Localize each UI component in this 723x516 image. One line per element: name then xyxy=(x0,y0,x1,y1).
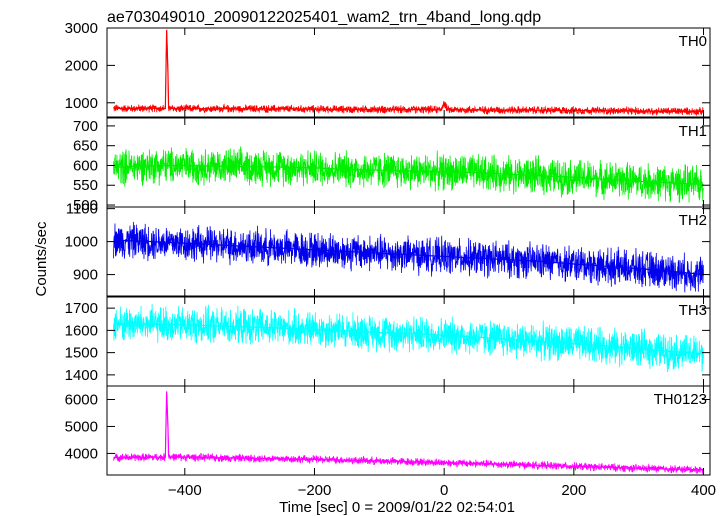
panel-label: TH3 xyxy=(679,302,707,319)
series-trend-th0123 xyxy=(113,391,704,471)
series-trend-th0 xyxy=(113,29,704,112)
series-line-th1 xyxy=(113,146,704,203)
y-tick-label: 1600 xyxy=(65,322,98,339)
series-line-th0 xyxy=(113,30,704,117)
panels-group: 1000 2000 3000 TH0 500 550 600 650 700 TH1 900 1000… xyxy=(65,20,711,476)
series-line-th3 xyxy=(113,303,704,373)
x-tick-label: 0 xyxy=(440,482,448,499)
panel-frame xyxy=(106,27,711,118)
y-tick-label: 600 xyxy=(73,157,98,174)
panel-label: TH0 xyxy=(679,33,707,50)
x-tick-label: −400 xyxy=(168,482,202,499)
y-tick-label: 1100 xyxy=(66,201,98,218)
series-trend-th1 xyxy=(113,164,704,186)
panel-label: TH2 xyxy=(679,212,707,229)
y-tick-label: 1700 xyxy=(65,300,98,317)
x-axis-label: Time [sec] 0 = 2009/01/22 02:54:01 xyxy=(279,499,515,516)
panel-th1: 500 550 600 650 700 TH1 xyxy=(73,117,711,214)
y-tick-label: 550 xyxy=(73,177,98,194)
panel-label: TH1 xyxy=(679,123,707,140)
y-tick-label: 1000 xyxy=(65,234,98,251)
series-trend-th2 xyxy=(113,239,704,276)
y-tick-label: 500 xyxy=(73,197,98,214)
x-tick-label: 400 xyxy=(691,482,716,499)
y-tick-label: 4000 xyxy=(65,445,98,462)
y-tick-label: 2000 xyxy=(65,57,98,74)
panel-th0: 1000 2000 3000 TH0 xyxy=(65,20,711,118)
y-tick-label: 700 xyxy=(73,118,98,135)
chart-title: ae703049010_20090122025401_wam2_trn_4ban… xyxy=(107,9,541,26)
y-tick-label: 3000 xyxy=(65,20,98,37)
panel-th0123: 4000 5000 6000 TH0123 xyxy=(65,385,711,476)
y-tick-label: 1500 xyxy=(65,345,98,362)
y-tick-label: 900 xyxy=(73,267,98,284)
y-tick-label: 1400 xyxy=(65,367,98,384)
y-tick-label: 1000 xyxy=(65,95,98,112)
panel-frame xyxy=(106,385,711,476)
y-tick-label: 650 xyxy=(73,138,98,155)
x-tick-label: 200 xyxy=(561,482,586,499)
x-tick-label: −200 xyxy=(298,482,332,499)
panel-label: TH0123 xyxy=(654,391,707,408)
y-axis-label: Counts/sec xyxy=(33,221,50,297)
panel-frame xyxy=(106,206,711,297)
series-line-th2 xyxy=(113,221,704,293)
series-trend-th3 xyxy=(113,323,704,355)
y-tick-label: 5000 xyxy=(65,418,98,435)
panel-th3: 1400 1500 1600 1700 TH3 xyxy=(65,296,711,387)
x-axis: −400 −200 0 200 400 xyxy=(168,482,716,499)
panel-th2: 900 1000 1100 TH2 xyxy=(65,201,711,297)
y-tick-label: 6000 xyxy=(65,391,98,408)
